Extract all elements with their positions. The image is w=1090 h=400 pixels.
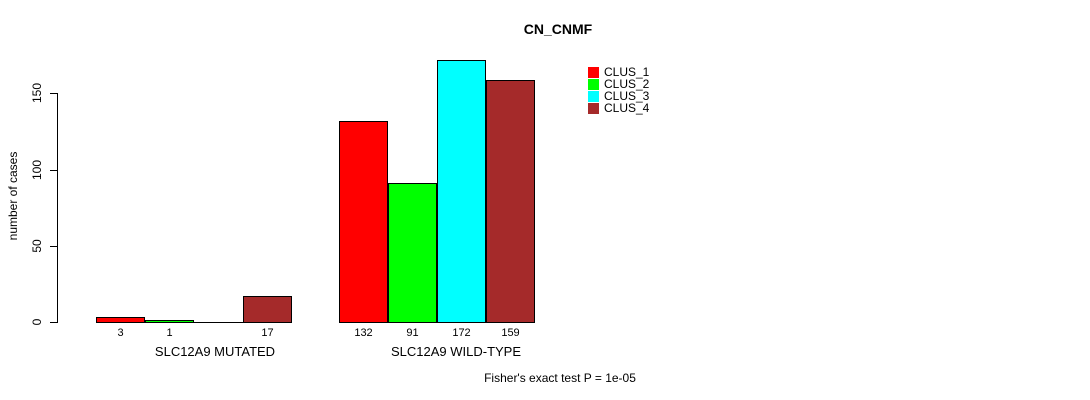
bar-value-label: 91 (406, 327, 419, 339)
group-label-wild-type: SLC12A9 WILD-TYPE (390, 344, 522, 359)
legend-row-clus1: CLUS_1 (588, 66, 649, 78)
bar-clus_3-group1 (437, 60, 486, 323)
legend-label-clus2: CLUS_2 (604, 77, 650, 91)
y-axis-tick-label: 0 (30, 318, 44, 326)
y-axis-tick (50, 170, 57, 171)
y-axis-tick (50, 246, 57, 247)
chart-title: CN_CNMF (523, 21, 593, 37)
bar-value-label: 172 (452, 327, 471, 339)
legend-swatch-clus1 (588, 66, 599, 78)
y-axis-tick-label: 50 (30, 239, 44, 253)
legend-swatch-clus3 (588, 90, 599, 102)
bar-clus_2-group1 (388, 183, 437, 323)
y-axis-tick (50, 93, 57, 94)
y-axis-tick-label: 100 (30, 159, 44, 181)
legend-swatch-clus4 (588, 102, 599, 114)
footer-pvalue: Fisher's exact test P = 1e-05 (484, 371, 636, 385)
legend-row-clus4: CLUS_4 (588, 102, 649, 114)
y-axis-tick (50, 322, 57, 323)
bar-clus_4-group1 (486, 80, 535, 323)
legend: CLUS_1 CLUS_2 CLUS_3 CLUS_4 (588, 66, 649, 114)
bar-value-label: 17 (261, 327, 274, 339)
bar-value-label: 1 (166, 327, 173, 339)
bar-clus_1-group0 (96, 317, 145, 323)
legend-row-clus3: CLUS_3 (588, 90, 649, 102)
bar-value-label: 3 (117, 327, 124, 339)
bar-clus_2-group0 (145, 320, 194, 323)
bar-clus_4-group0 (243, 296, 292, 323)
group-label-mutated: SLC12A9 MUTATED (154, 344, 276, 359)
bar-value-label: 132 (354, 327, 373, 339)
y-axis-tick-label: 150 (30, 82, 44, 104)
bar-clus_1-group1 (339, 121, 388, 323)
x-baseline (96, 322, 292, 323)
legend-label-clus1: CLUS_1 (604, 65, 650, 79)
legend-label-clus4: CLUS_4 (604, 101, 650, 115)
y-axis-line (57, 93, 58, 323)
legend-row-clus2: CLUS_2 (588, 78, 649, 90)
legend-label-clus3: CLUS_3 (604, 89, 650, 103)
legend-swatch-clus2 (588, 78, 599, 90)
bar-value-label: 159 (501, 327, 520, 339)
